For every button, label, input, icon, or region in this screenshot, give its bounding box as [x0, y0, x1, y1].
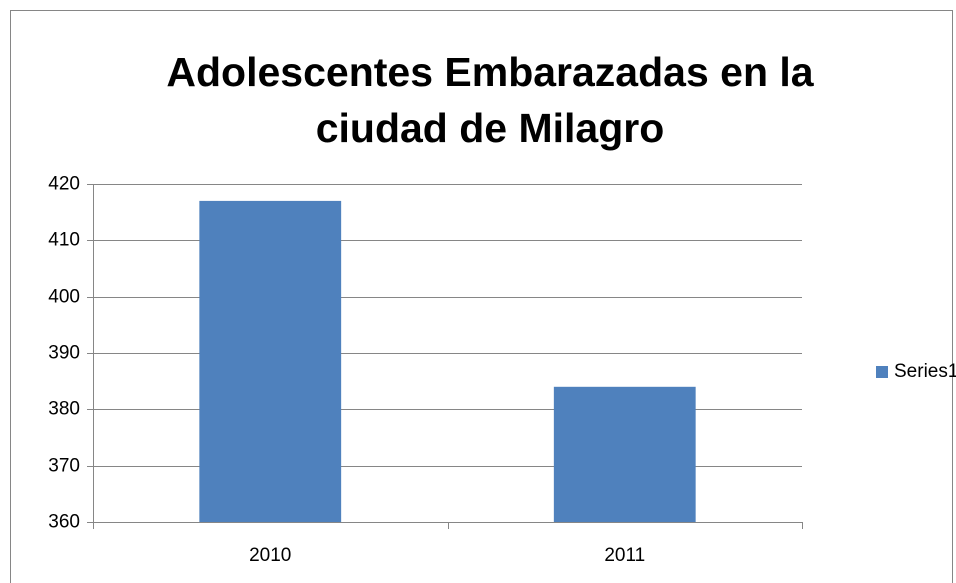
y-tick-label: 390 [48, 343, 80, 364]
y-tick-label: 410 [48, 230, 80, 251]
legend-swatch [876, 366, 888, 378]
chart-border [10, 10, 953, 583]
legend-label: Series1 [894, 361, 956, 382]
bar [553, 386, 696, 522]
y-tick-label: 400 [48, 287, 80, 308]
y-tick-label: 370 [48, 456, 80, 477]
chart-title: Adolescentes Embarazadas en la ciudad de… [166, 49, 814, 151]
x-tick-label: 2011 [604, 545, 645, 566]
bar [199, 200, 342, 522]
y-tick-label: 360 [48, 512, 80, 533]
y-tick-label: 420 [48, 174, 80, 195]
x-tick-label: 2010 [249, 545, 291, 566]
y-tick-label: 380 [48, 399, 80, 420]
